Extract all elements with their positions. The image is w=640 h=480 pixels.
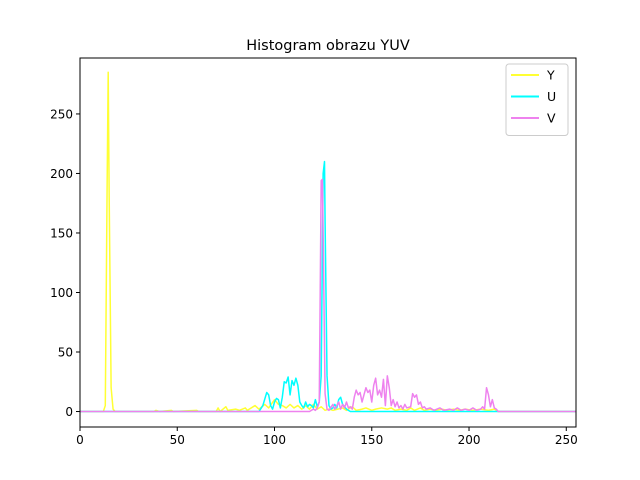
y-tick-label: 50 [58, 346, 73, 360]
plot-frame [79, 57, 577, 428]
axes-layer: 0 50 100 150 200 250 0 50 100 150 200 250 [50, 57, 578, 447]
y-tick-label: 0 [65, 405, 73, 419]
legend: YUV [505, 63, 569, 136]
x-tick-label: 100 [263, 433, 286, 447]
series-layer [80, 71, 576, 413]
legend-label-y: Y [546, 68, 555, 83]
chart-title: Histogram obrazu YUV [246, 38, 410, 54]
x-tick-label: 50 [170, 433, 185, 447]
x-tick-label: 250 [555, 433, 578, 447]
y-tick-label: 100 [50, 286, 73, 300]
y-tick-label: 250 [50, 107, 73, 121]
x-tick-label: 200 [458, 433, 481, 447]
series-line-v [80, 178, 576, 413]
series-line-u [80, 160, 576, 413]
y-tick-label: 150 [50, 226, 73, 240]
legend-label-u: U [547, 89, 556, 104]
legend-label-v: V [547, 111, 556, 126]
x-tick-label: 150 [360, 433, 383, 447]
y-tick-label: 200 [50, 167, 73, 181]
x-tick-label: 0 [76, 433, 84, 447]
